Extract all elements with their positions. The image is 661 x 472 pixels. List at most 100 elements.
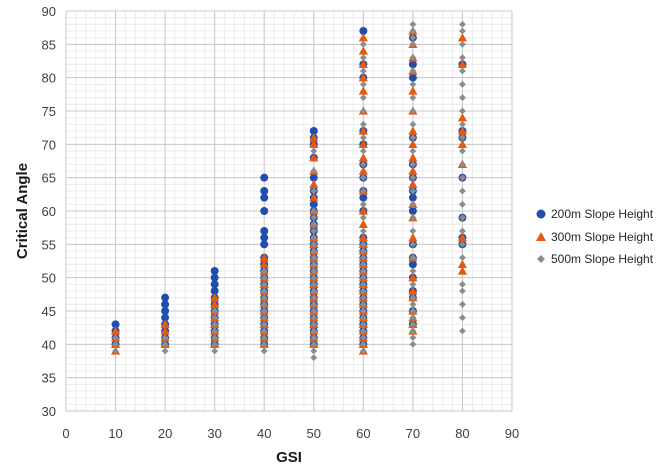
data-point [408, 60, 417, 69]
data-point [409, 267, 417, 275]
x-tick-label: 20 [158, 426, 172, 441]
x-tick-label: 0 [62, 426, 69, 441]
y-tick-label: 40 [42, 337, 56, 352]
data-point [310, 294, 318, 302]
data-point [359, 94, 367, 102]
data-point [409, 280, 417, 288]
data-point [260, 300, 268, 308]
data-point [459, 120, 466, 128]
data-point [210, 280, 219, 289]
data-point [358, 206, 368, 215]
data-point [408, 233, 418, 242]
data-point [359, 107, 367, 115]
data-point [160, 326, 170, 335]
data-point [359, 160, 367, 168]
data-point [409, 327, 417, 335]
data-point [459, 287, 466, 295]
legend-label-500m: 500m Slope Height [551, 252, 654, 266]
data-point [409, 214, 417, 222]
data-point [310, 307, 318, 315]
data-point [310, 254, 318, 262]
data-point [459, 107, 466, 115]
data-point [111, 320, 120, 329]
data-point [211, 307, 219, 315]
data-point [210, 293, 220, 302]
data-point [310, 214, 318, 222]
legend-entry-200m: 200m Slope Height [536, 207, 654, 221]
data-point [211, 347, 219, 355]
data-point [310, 287, 318, 295]
data-point [409, 187, 417, 195]
data-point [459, 94, 466, 102]
data-point [358, 233, 368, 242]
data-point [409, 147, 417, 155]
data-point [457, 266, 468, 275]
data-point [359, 334, 367, 342]
data-point [459, 187, 466, 195]
data-point [112, 347, 119, 355]
data-point [409, 40, 417, 48]
x-tick-label: 50 [307, 426, 321, 441]
data-point [459, 160, 466, 168]
data-point [359, 294, 367, 302]
data-point [359, 214, 367, 222]
data-point [359, 327, 367, 335]
x-tick-label: 10 [108, 426, 122, 441]
y-tick-label: 75 [42, 104, 56, 119]
legend-entry-300m: 300m Slope Height [536, 230, 654, 244]
data-point [358, 33, 368, 42]
data-point [211, 327, 219, 335]
data-point [459, 200, 466, 208]
data-point [358, 126, 368, 135]
data-point [260, 187, 269, 195]
data-point [112, 340, 119, 348]
data-point [457, 33, 468, 42]
data-point [359, 267, 367, 275]
data-point [310, 260, 318, 268]
data-point [359, 300, 367, 308]
data-point [408, 273, 418, 282]
data-point [409, 307, 417, 315]
data-point [459, 67, 466, 75]
data-point [310, 234, 318, 242]
data-point [310, 267, 318, 275]
data-point [409, 227, 417, 235]
legend-label-300m: 300m Slope Height [551, 230, 654, 244]
data-point [359, 314, 367, 322]
data-point [260, 327, 268, 335]
data-point [409, 320, 417, 328]
data-point [310, 207, 318, 215]
y-tick-label: 35 [42, 371, 56, 386]
y-tick-label: 55 [42, 237, 56, 252]
data-point [408, 207, 417, 215]
data-point [309, 153, 319, 162]
data-point [310, 280, 318, 288]
data-point [459, 314, 466, 322]
data-point [260, 173, 269, 182]
legend-entry-500m: 500m Slope Height [537, 252, 654, 266]
data-point [408, 260, 417, 269]
y-tick-label: 80 [42, 71, 56, 86]
legend-label-200m: 200m Slope Height [551, 207, 654, 221]
data-point [359, 260, 367, 268]
data-point [358, 166, 368, 175]
x-tick-label: 40 [257, 426, 271, 441]
series-2 [112, 20, 466, 362]
data-point [210, 287, 219, 295]
data-point [161, 340, 169, 348]
data-point [310, 220, 318, 228]
y-axis-title: Critical Angle [14, 163, 31, 259]
data-point [408, 73, 417, 82]
data-point [211, 334, 219, 342]
data-point [310, 354, 318, 362]
data-point [409, 107, 417, 115]
data-point [359, 240, 367, 248]
data-point [210, 267, 219, 275]
data-point [408, 139, 418, 149]
data-point [408, 153, 418, 162]
data-point [359, 120, 367, 128]
data-point [260, 347, 268, 355]
data-point [310, 274, 318, 282]
